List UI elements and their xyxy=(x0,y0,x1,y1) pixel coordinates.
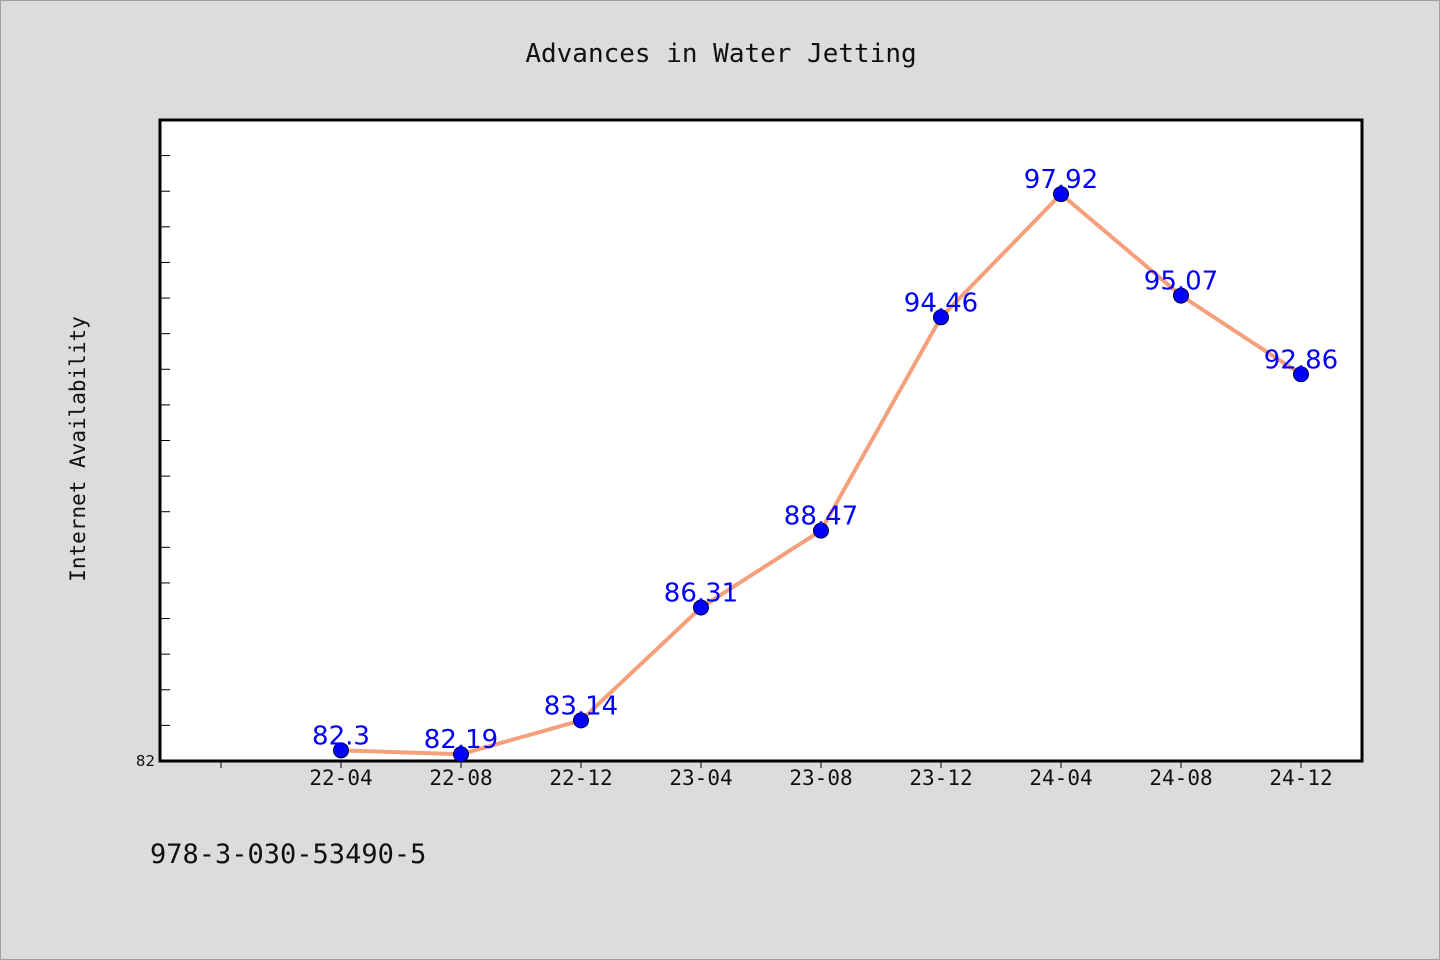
data-point xyxy=(813,522,829,539)
data-point xyxy=(933,309,949,326)
data-label: 86.31 xyxy=(664,579,738,609)
data-label-layer: 82.3 82.19 83.14 86.31 88.47 94.46 97.92 95.07 9… xyxy=(312,165,1338,755)
data-label: 88.47 xyxy=(784,502,858,532)
x-axis-ticks: 22-04 22-08 22-12 23-04 23-08 23-12 24-04 24-08… xyxy=(220,761,1333,790)
y-axis-ticks: 82 xyxy=(136,155,170,770)
x-tick-label: 22-12 xyxy=(549,766,612,790)
data-point xyxy=(1053,186,1069,203)
data-label: 97.92 xyxy=(1024,165,1098,195)
y-tick-label: 82 xyxy=(136,752,155,770)
x-tick-label: 24-08 xyxy=(1149,766,1212,790)
data-point xyxy=(1293,366,1309,383)
data-label: 95.07 xyxy=(1144,267,1218,297)
footnote-isbn: 978-3-030-53490-5 xyxy=(150,839,426,870)
x-tick-label: 23-04 xyxy=(669,766,732,790)
data-label: 82.3 xyxy=(312,721,370,751)
data-label: 83.14 xyxy=(544,691,618,721)
data-point xyxy=(573,712,589,729)
x-tick-label: 23-12 xyxy=(909,766,972,790)
data-point xyxy=(1173,287,1189,304)
data-label: 94.46 xyxy=(904,288,978,318)
plot-area xyxy=(158,118,1364,763)
x-tick-label: 23-08 xyxy=(789,766,852,790)
data-point xyxy=(693,599,709,616)
data-point xyxy=(333,742,349,759)
data-label: 82.19 xyxy=(424,725,498,755)
y-axis-label: Internet Availability xyxy=(66,316,90,582)
chart-title: Advances in Water Jetting xyxy=(525,39,916,69)
x-tick-label: 24-04 xyxy=(1029,766,1092,790)
series-layer xyxy=(333,186,1309,763)
data-label: 92.86 xyxy=(1264,345,1338,375)
x-tick-label: 24-12 xyxy=(1269,766,1332,790)
x-tick-label: 22-08 xyxy=(429,766,492,790)
x-tick-label: 22-04 xyxy=(309,766,372,790)
data-point xyxy=(453,746,469,763)
